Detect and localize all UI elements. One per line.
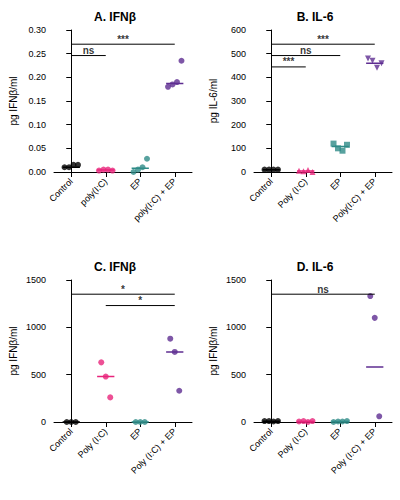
svg-text:400: 400: [231, 72, 246, 82]
svg-text:EP: EP: [128, 426, 144, 442]
svg-text:poly(I:C) + EP: poly(I:C) + EP: [131, 176, 178, 223]
svg-text:D. IL-6: D. IL-6: [297, 260, 334, 274]
svg-text:0: 0: [241, 417, 246, 427]
svg-text:*: *: [121, 284, 125, 295]
svg-text:200: 200: [231, 120, 246, 130]
svg-text:1000: 1000: [26, 322, 46, 332]
svg-text:EP: EP: [128, 176, 144, 192]
svg-text:0.20: 0.20: [28, 72, 46, 82]
svg-text:500: 500: [231, 49, 246, 59]
svg-text:***: ***: [283, 56, 295, 67]
svg-text:ns: ns: [83, 45, 95, 56]
svg-text:1500: 1500: [26, 275, 46, 285]
svg-text:Poly (I:C): Poly (I:C): [276, 176, 310, 210]
svg-text:0.15: 0.15: [28, 96, 46, 106]
svg-text:Poly(I:C) + EP: Poly(I:C) + EP: [331, 176, 378, 223]
svg-text:0: 0: [241, 167, 246, 177]
svg-text:***: ***: [317, 34, 329, 45]
svg-text:B. IL-6: B. IL-6: [297, 10, 334, 24]
svg-text:ns: ns: [317, 284, 329, 295]
svg-text:*: *: [138, 295, 142, 306]
svg-text:0.10: 0.10: [28, 120, 46, 130]
svg-text:pg IL-6/ml: pg IL-6/ml: [208, 79, 219, 123]
svg-text:pg IFNβ/ml: pg IFNβ/ml: [208, 326, 219, 375]
svg-text:100: 100: [231, 143, 246, 153]
svg-text:C. IFNβ: C. IFNβ: [94, 260, 136, 274]
svg-text:***: ***: [117, 34, 129, 45]
svg-text:500: 500: [231, 370, 246, 380]
svg-text:pg IFNβ/ml: pg IFNβ/ml: [8, 76, 19, 125]
svg-text:Poly (I:C) + EP: Poly (I:C) + EP: [129, 426, 178, 475]
svg-text:1500: 1500: [226, 275, 246, 285]
svg-text:500: 500: [31, 370, 46, 380]
svg-text:300: 300: [231, 96, 246, 106]
svg-text:0.00: 0.00: [28, 167, 46, 177]
svg-text:Control: Control: [247, 426, 275, 454]
svg-text:0.05: 0.05: [28, 143, 46, 153]
svg-text:600: 600: [231, 25, 246, 35]
svg-text:Control: Control: [47, 176, 75, 204]
svg-text:EP: EP: [328, 176, 344, 192]
svg-text:Poly (I:C): Poly (I:C): [76, 426, 110, 460]
svg-text:poly(I:C): poly(I:C): [78, 176, 109, 207]
svg-text:0: 0: [41, 417, 46, 427]
svg-text:1000: 1000: [226, 322, 246, 332]
svg-text:Control: Control: [47, 426, 75, 454]
svg-text:A. IFNβ: A. IFNβ: [94, 10, 136, 24]
svg-text:ns: ns: [300, 45, 312, 56]
svg-text:0.25: 0.25: [28, 49, 46, 59]
svg-text:Poly (I:C) + EP: Poly (I:C) + EP: [329, 426, 378, 475]
svg-text:Control: Control: [247, 176, 275, 204]
svg-text:0.30: 0.30: [28, 25, 46, 35]
svg-text:Poly (I:C): Poly (I:C): [276, 426, 310, 460]
svg-text:EP: EP: [328, 426, 344, 442]
svg-text:pg IFNβ/ml: pg IFNβ/ml: [8, 326, 19, 375]
